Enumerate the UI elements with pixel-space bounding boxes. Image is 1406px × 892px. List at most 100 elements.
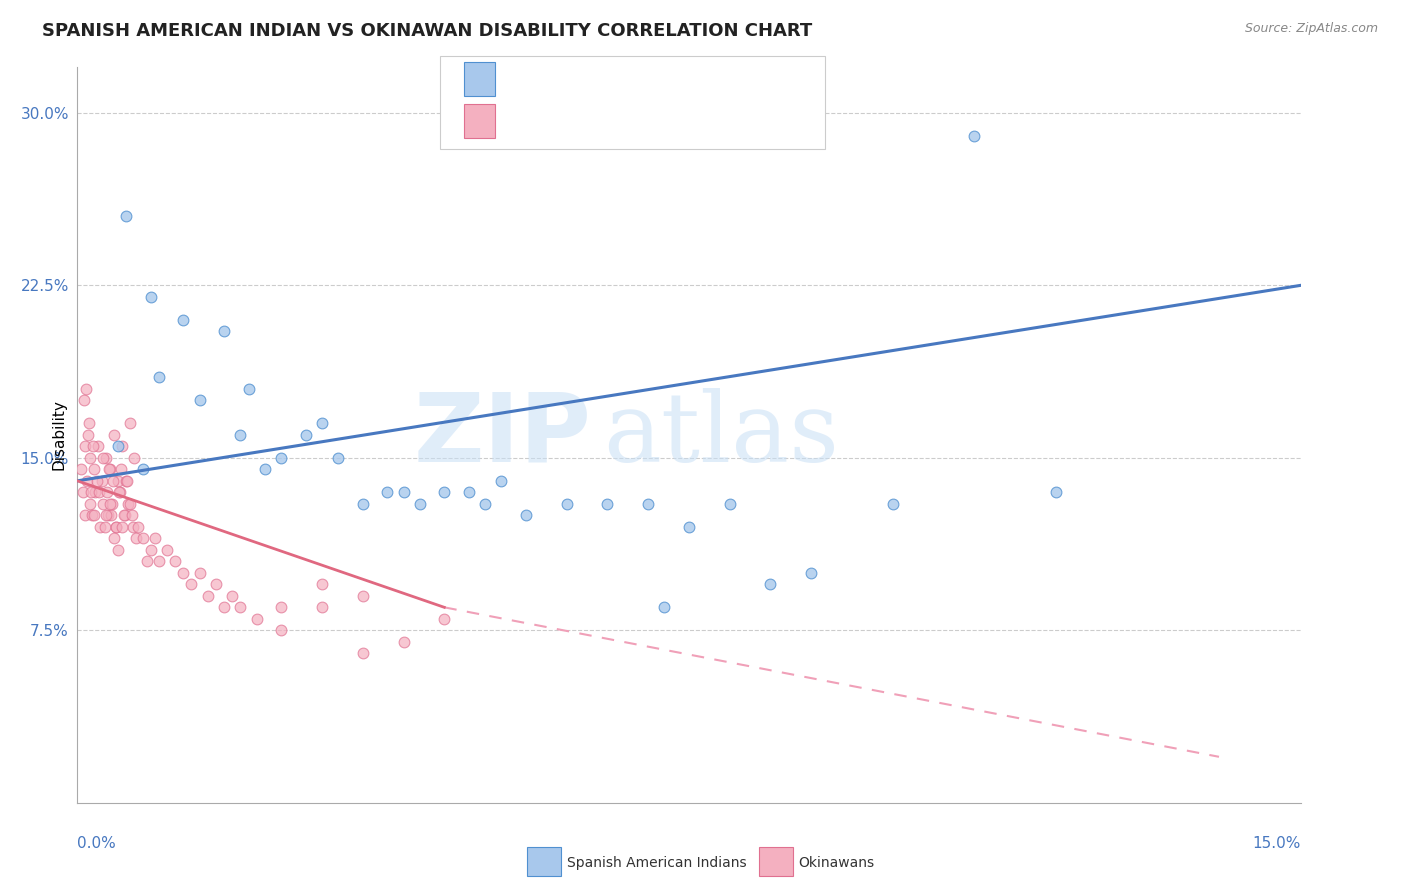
Point [89,485,111,500]
Point [94,450,117,465]
Point [80,508,103,523]
Point [515,508,537,523]
Point [76,474,98,488]
Point [72,485,94,500]
Point [229,600,252,615]
Point [114,508,136,523]
Point [392,485,415,500]
Point [107,474,129,488]
Point [238,382,260,396]
Text: N =: N = [624,112,655,130]
Point [82,439,104,453]
Point [188,566,211,580]
Point [121,520,143,534]
Point [105,520,128,534]
Text: Okinawans: Okinawans [799,855,875,870]
Point [253,462,276,476]
Point [270,450,292,465]
Point [75,508,97,523]
Point [172,566,194,580]
Point [212,600,235,615]
Text: 35: 35 [664,70,693,88]
Point [131,462,153,476]
Point [104,520,127,534]
Point [107,542,129,557]
Point [392,635,415,649]
Text: 15.0%: 15.0% [1253,836,1301,851]
Point [94,508,117,523]
Text: Source: ZipAtlas.com: Source: ZipAtlas.com [1244,22,1378,36]
Point [139,542,162,557]
Point [111,520,134,534]
Point [654,600,676,615]
Point [963,128,986,143]
Point [90,474,112,488]
Point [637,497,659,511]
Point [759,577,782,591]
Point [125,532,148,546]
Point [127,520,149,534]
Point [112,508,135,523]
Point [73,393,96,408]
Text: R =: R = [512,112,543,130]
Point [205,577,228,591]
Point [139,290,162,304]
Point [180,577,202,591]
Point [98,462,121,476]
Point [375,485,398,500]
Text: R =: R = [512,70,543,88]
Point [120,417,142,431]
Point [115,474,138,488]
Point [79,497,101,511]
Point [83,462,105,476]
Point [188,393,211,408]
Point [96,485,118,500]
Point [246,612,269,626]
Point [135,554,157,568]
Point [98,497,121,511]
Point [115,474,138,488]
Point [124,450,146,465]
Point [311,417,333,431]
Point [148,554,170,568]
Point [800,566,823,580]
Text: -0.190: -0.190 [551,112,610,130]
Point [110,462,132,476]
Point [98,462,121,476]
Point [100,497,122,511]
Text: N =: N = [624,70,655,88]
Text: atlas: atlas [603,388,839,482]
Point [352,646,374,660]
Point [84,485,107,500]
Point [229,427,252,442]
Point [103,532,125,546]
Point [165,554,187,568]
Point [409,497,432,511]
Point [457,485,479,500]
Point [197,589,219,603]
Text: SPANISH AMERICAN INDIAN VS OKINAWAN DISABILITY CORRELATION CHART: SPANISH AMERICAN INDIAN VS OKINAWAN DISA… [42,22,813,40]
Point [118,497,141,511]
Point [131,532,153,546]
Point [156,542,179,557]
Point [103,474,125,488]
Point [352,497,374,511]
Point [143,532,166,546]
Point [311,600,333,615]
Point [555,497,578,511]
Point [96,508,118,523]
Point [474,497,496,511]
Point [91,450,114,465]
Point [103,427,125,442]
Point [73,439,96,453]
Point [352,589,374,603]
Point [80,485,103,500]
Point [121,508,143,523]
Y-axis label: Disability: Disability [51,400,66,470]
Point [83,508,105,523]
Text: Spanish American Indians: Spanish American Indians [567,855,747,870]
Point [75,382,97,396]
Text: 78: 78 [664,112,693,130]
Text: 0.267: 0.267 [551,70,610,88]
Point [100,508,122,523]
